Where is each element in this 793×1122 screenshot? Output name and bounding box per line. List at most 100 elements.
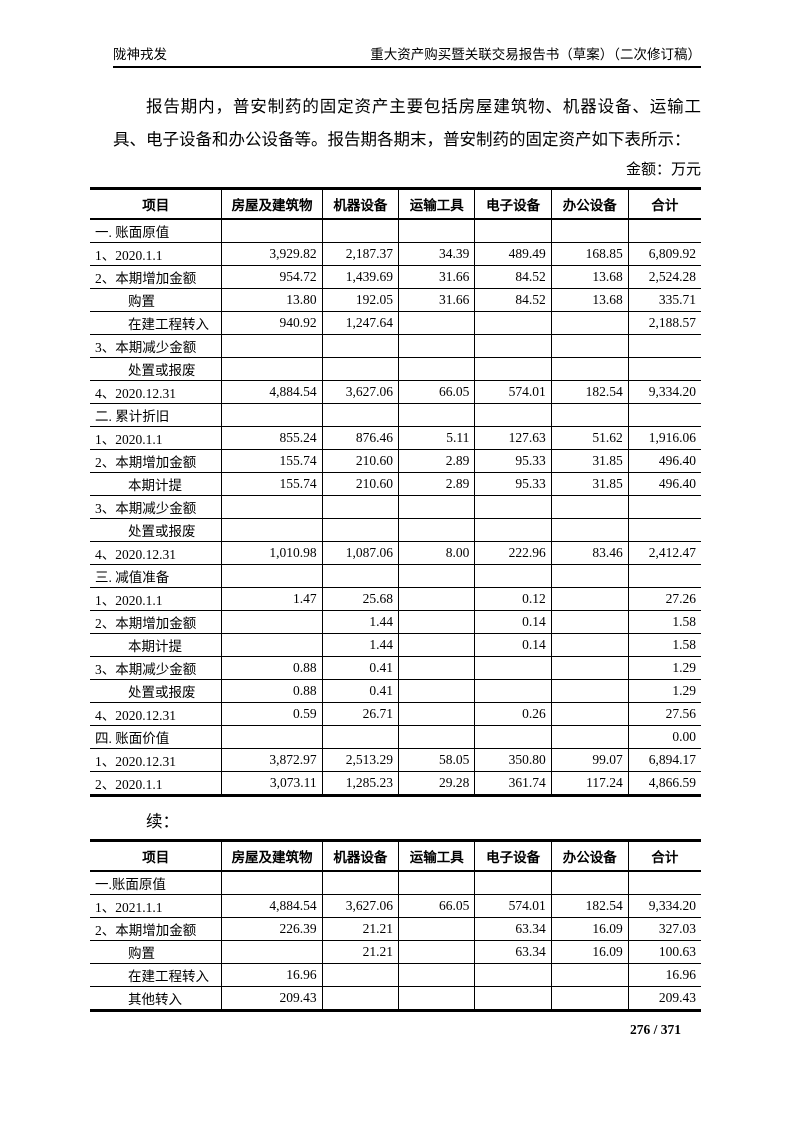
- cell-value: [474, 656, 552, 680]
- fixed-assets-table-2020: 项目 房屋及建筑物 机器设备 运输工具 电子设备 办公设备 合计 一. 账面原值 1、2020.…: [90, 187, 701, 797]
- cell-value: [550, 725, 629, 749]
- cell-value: [398, 917, 475, 941]
- cell-value: [221, 610, 323, 634]
- cell-value: 182.54: [550, 380, 629, 404]
- cell-value: [550, 963, 629, 987]
- cell-value: [321, 870, 399, 895]
- cell-value: 34.39: [398, 242, 475, 266]
- cell-value: 29.28: [398, 771, 475, 796]
- cell-value: [474, 679, 552, 703]
- row-label: 处置或报废: [90, 357, 222, 381]
- cell-value: 0.14: [474, 610, 552, 634]
- cell-value: 27.56: [627, 702, 701, 726]
- column-header: 运输工具: [398, 188, 475, 220]
- cell-value: 1.58: [627, 610, 701, 634]
- cell-value: 83.46: [550, 541, 629, 565]
- cell-value: 940.92: [221, 311, 323, 335]
- cell-value: 9,334.20: [627, 894, 701, 918]
- table-row: 1、2020.12.31 3,872.97 2,513.29 58.05 350.80 9…: [90, 748, 701, 772]
- row-label: 2、2020.1.1: [90, 771, 222, 796]
- cell-value: [221, 518, 323, 542]
- cell-value: [398, 334, 475, 358]
- cell-value: [221, 403, 323, 427]
- cell-value: 27.26: [627, 587, 701, 611]
- cell-value: [398, 403, 475, 427]
- cell-value: [474, 963, 552, 987]
- cell-value: 0.12: [474, 587, 552, 611]
- cell-value: 155.74: [221, 472, 323, 496]
- row-label: 其他转入: [90, 986, 222, 1011]
- table-row: 三. 减值准备: [90, 564, 701, 588]
- table-row: 1、2020.1.1 1.47 25.68 0.12 27.26: [90, 587, 701, 611]
- cell-value: [627, 518, 701, 542]
- cell-value: 574.01: [474, 894, 552, 918]
- cell-value: 25.68: [321, 587, 399, 611]
- cell-value: [221, 940, 323, 964]
- cell-value: [550, 218, 629, 243]
- cell-value: [627, 495, 701, 519]
- cell-value: [550, 656, 629, 680]
- cell-value: 1,285.23: [321, 771, 399, 796]
- cell-value: [474, 403, 552, 427]
- cell-value: [398, 587, 475, 611]
- cell-value: 16.96: [627, 963, 701, 987]
- cell-value: 1.47: [221, 587, 323, 611]
- table-row: 本期计提 155.74 210.60 2.89 95.33 31.85 496.40: [90, 472, 701, 496]
- cell-value: 1,010.98: [221, 541, 323, 565]
- column-header: 电子设备: [474, 188, 552, 220]
- row-label: 1、2020.1.1: [90, 587, 222, 611]
- table-row: 1、2020.1.1 3,929.82 2,187.37 34.39 489.49 168…: [90, 242, 701, 266]
- cell-value: 3,627.06: [321, 380, 399, 404]
- cell-value: 84.52: [474, 288, 552, 312]
- row-label: 3、本期减少金额: [90, 656, 222, 680]
- cell-value: [221, 334, 323, 358]
- cell-value: 13.68: [550, 288, 629, 312]
- cell-value: 2,513.29: [321, 748, 399, 772]
- cell-value: [398, 610, 475, 634]
- cell-value: [398, 963, 475, 987]
- cell-value: [221, 357, 323, 381]
- column-header: 机器设备: [321, 840, 399, 872]
- row-label: 二. 累计折旧: [90, 403, 222, 427]
- cell-value: [398, 564, 475, 588]
- cell-value: 2,524.28: [627, 265, 701, 289]
- cell-value: [550, 495, 629, 519]
- row-label: 3、本期减少金额: [90, 495, 222, 519]
- cell-value: 2,412.47: [627, 541, 701, 565]
- row-label: 处置或报废: [90, 679, 222, 703]
- row-label: 购置: [90, 940, 222, 964]
- table-row: 在建工程转入 940.92 1,247.64 2,188.57: [90, 311, 701, 335]
- table-row: 1、2021.1.1 4,884.54 3,627.06 66.05 574.01 182…: [90, 894, 701, 918]
- cell-value: 31.66: [398, 265, 475, 289]
- row-label: 处置或报废: [90, 518, 222, 542]
- cell-value: [550, 334, 629, 358]
- column-header: 合计: [627, 188, 701, 220]
- cell-value: [398, 656, 475, 680]
- cell-value: 1.44: [321, 633, 399, 657]
- cell-value: 31.66: [398, 288, 475, 312]
- cell-value: [627, 403, 701, 427]
- table-row: 本期计提 1.44 0.14 1.58: [90, 633, 701, 657]
- cell-value: 209.43: [221, 986, 323, 1011]
- row-label: 4、2020.12.31: [90, 702, 222, 726]
- cell-value: 6,809.92: [627, 242, 701, 266]
- row-label: 2、本期增加金额: [90, 265, 222, 289]
- cell-value: [221, 633, 323, 657]
- cell-value: [550, 564, 629, 588]
- cell-value: 222.96: [474, 541, 552, 565]
- table-row: 四. 账面价值 0.00: [90, 725, 701, 749]
- cell-value: 84.52: [474, 265, 552, 289]
- table-row: 处置或报废 0.88 0.41 1.29: [90, 679, 701, 703]
- cell-value: 335.71: [627, 288, 701, 312]
- cell-value: 327.03: [627, 917, 701, 941]
- cell-value: [474, 725, 552, 749]
- cell-value: 155.74: [221, 449, 323, 473]
- cell-value: 127.63: [474, 426, 552, 450]
- column-header: 运输工具: [398, 840, 475, 872]
- table-row: 4、2020.12.31 1,010.98 1,087.06 8.00 222.96 83…: [90, 541, 701, 565]
- table-row: 1、2020.1.1 855.24 876.46 5.11 127.63 51.62 1,9…: [90, 426, 701, 450]
- continuation-label: 续：: [146, 812, 179, 831]
- cell-value: [321, 495, 399, 519]
- cell-value: [474, 495, 552, 519]
- row-label: 一.账面原值: [90, 870, 222, 895]
